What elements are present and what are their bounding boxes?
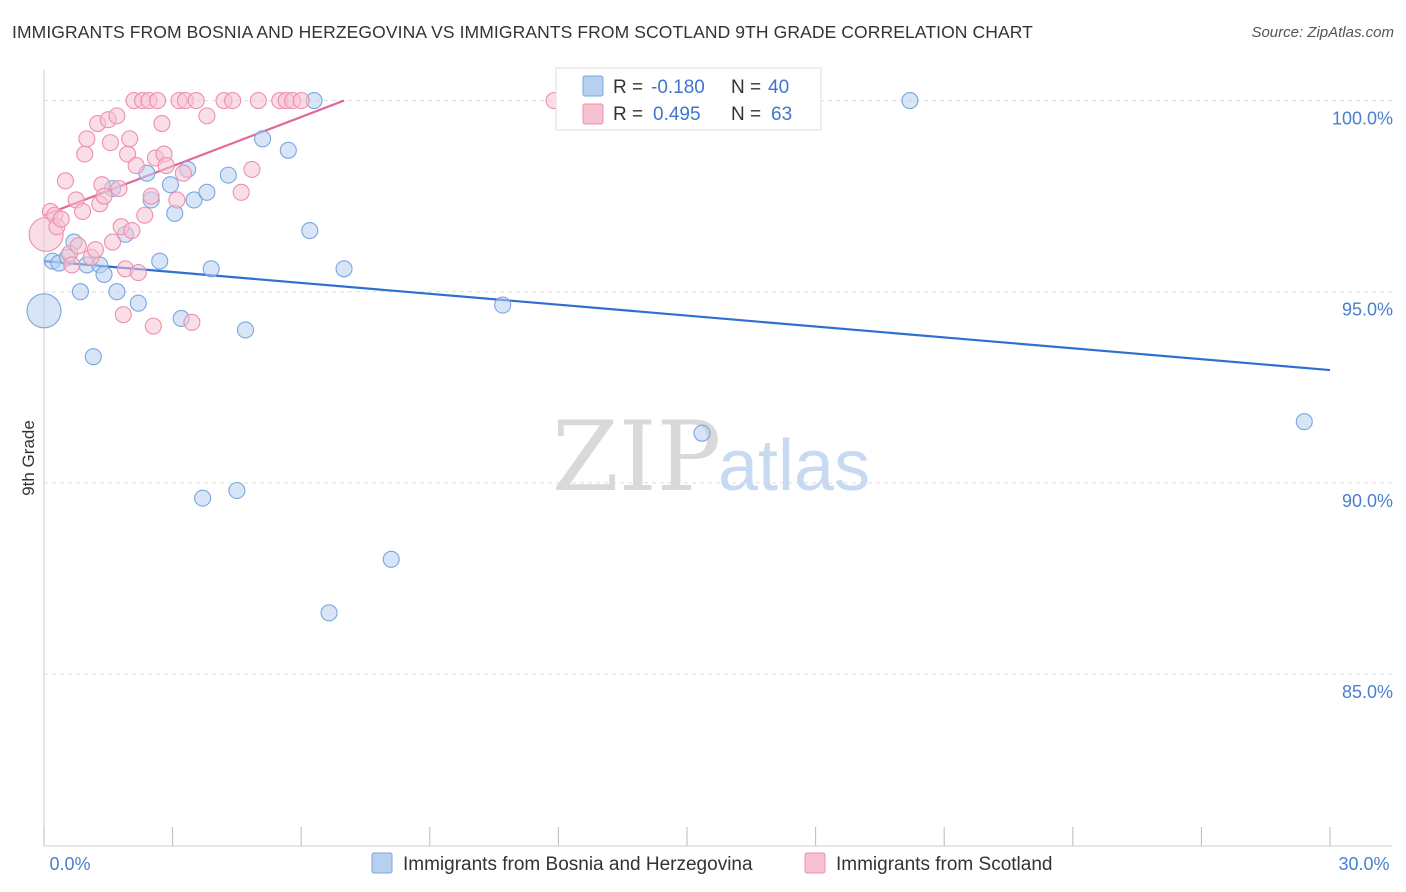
data-points [26, 92, 1313, 622]
data-point-blue [219, 166, 237, 184]
y-tick-label: 95.0% [1342, 300, 1393, 320]
legend-swatch-blue [582, 75, 604, 97]
data-point-blue [129, 294, 147, 312]
data-point-blue [494, 296, 512, 314]
data-point-pink [174, 164, 192, 182]
data-point-pink [157, 157, 175, 175]
data-point-pink [168, 191, 186, 209]
legend-r-value-pink: 0.495 [653, 104, 701, 125]
y-tick-label: 90.0% [1342, 491, 1393, 511]
bottom-legend-swatch-blue [371, 852, 393, 874]
bottom-legend-swatch-pink [804, 852, 826, 874]
data-point-pink [56, 172, 74, 190]
data-point-blue [185, 191, 203, 209]
data-point-blue [26, 293, 62, 329]
data-point-pink [153, 114, 171, 133]
data-point-pink [78, 130, 96, 148]
data-point-blue [320, 604, 338, 622]
data-point-pink [144, 317, 162, 335]
y-axis-title: 9th Grade [19, 420, 38, 496]
data-point-pink [129, 264, 147, 282]
data-point-pink [86, 241, 104, 259]
trend-line-blue [43, 260, 1331, 372]
data-point-blue [301, 222, 319, 240]
watermark-atlas: atlas [718, 426, 870, 506]
data-point-blue [95, 265, 113, 284]
bottom-legend-label-pink: Immigrants from Scotland [836, 854, 1052, 875]
data-point-pink [104, 233, 122, 251]
data-point-blue [228, 481, 246, 500]
data-point-blue [693, 424, 711, 442]
data-point-pink [123, 222, 141, 240]
chart-title: IMMIGRANTS FROM BOSNIA AND HERZEGOVINA V… [12, 22, 1033, 42]
x-tick-label-min: 0.0% [49, 854, 90, 874]
data-point-pink [232, 183, 250, 201]
data-point-pink [224, 92, 242, 110]
data-point-pink [187, 92, 205, 110]
data-point-pink [76, 145, 94, 163]
data-point-pink [114, 306, 132, 324]
y-tick-label: 85.0% [1342, 682, 1393, 702]
data-point-pink [198, 107, 216, 125]
data-point-pink [69, 237, 87, 255]
bottom-legend-label-blue: Immigrants from Bosnia and Herzegovina [403, 854, 753, 875]
data-point-pink [127, 157, 145, 175]
data-point-pink [142, 187, 160, 205]
legend-box: R = -0.180 N = 40 R = 0.495 N = 63 [555, 67, 822, 131]
data-point-pink [243, 160, 261, 178]
data-point-blue [901, 92, 919, 110]
grid-lines [44, 100, 1392, 675]
data-point-blue [71, 283, 89, 301]
data-point-pink [249, 92, 267, 110]
data-point-blue [84, 348, 102, 366]
legend-r-value-blue: -0.180 [651, 77, 705, 98]
y-tick-labels: 85.0% 90.0% 95.0% 100.0% [1332, 109, 1393, 702]
legend-r-label-blue: R = [613, 77, 643, 98]
data-point-blue [108, 283, 126, 301]
y-tick-label: 100.0% [1332, 109, 1393, 129]
data-point-pink [183, 313, 201, 331]
axes [43, 70, 1392, 847]
data-point-blue [382, 550, 400, 568]
data-point-pink [136, 206, 154, 224]
trend-line-pink [43, 99, 345, 217]
legend-n-value-blue: 40 [768, 77, 789, 98]
data-point-pink [110, 179, 128, 198]
data-point-blue [254, 130, 272, 148]
data-point-blue [202, 260, 220, 278]
data-point-pink [292, 92, 310, 110]
x-tick-label-max: 30.0% [1338, 854, 1389, 874]
watermark: ZIP atlas [552, 401, 870, 513]
legend-swatch-pink [582, 103, 604, 125]
bottom-legend: Immigrants from Bosnia and Herzegovina I… [371, 852, 1052, 875]
data-point-pink [52, 210, 70, 228]
data-point-blue [198, 183, 216, 201]
data-point-blue [161, 176, 180, 194]
data-point-pink [63, 256, 81, 274]
legend-n-value-pink: 63 [771, 104, 792, 125]
data-point-pink [108, 107, 126, 125]
trend-lines [43, 99, 1331, 372]
data-point-blue [236, 321, 255, 339]
data-point-blue [1295, 413, 1313, 431]
data-point-pink [149, 92, 167, 110]
data-point-pink [95, 187, 113, 205]
legend-n-label-pink: N = [731, 104, 761, 125]
legend-n-label-blue: N = [731, 77, 761, 98]
source-label: Source: ZipAtlas.com [1251, 24, 1394, 41]
data-point-blue [279, 141, 297, 159]
data-point-pink [74, 202, 92, 220]
data-point-blue [194, 489, 212, 507]
data-point-blue [335, 260, 353, 278]
data-point-blue [151, 252, 169, 270]
data-point-pink [101, 134, 119, 152]
watermark-zip: ZIP [552, 401, 721, 513]
legend-r-label-pink: R = [613, 104, 643, 125]
data-point-pink [121, 130, 139, 148]
x-ticks [43, 827, 1331, 846]
